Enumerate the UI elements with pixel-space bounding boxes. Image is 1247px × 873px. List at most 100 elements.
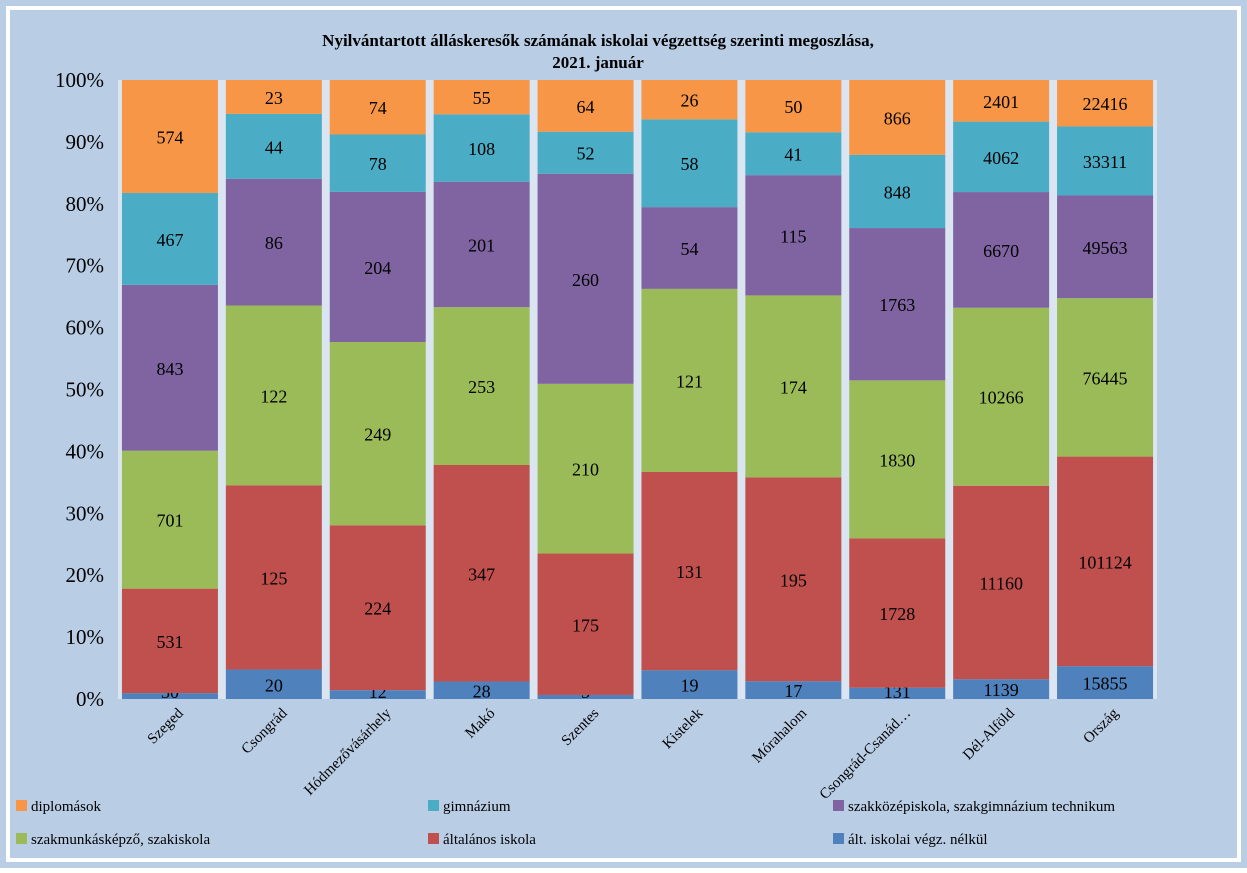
bar-altalanos-iskola <box>433 465 530 682</box>
chart-title: Nyilvántartott álláskeresők számának isk… <box>322 31 874 50</box>
bar-szakmunkaskepzo-szakiskola <box>225 305 322 486</box>
data-label: 17 <box>784 681 802 701</box>
legend-label-alt-iskolai-vegz-nelkul: ált. iskolai végz. nélkül <box>848 832 988 848</box>
data-label: 260 <box>572 270 599 290</box>
data-label: 347 <box>468 564 495 584</box>
bar-szakmunkaskepzo-szakiskola <box>745 295 842 478</box>
bar-szakkozepiskola-szakgimnazium-technikum <box>849 228 946 381</box>
bar-szakmunkaskepzo-szakiskola <box>849 380 946 539</box>
data-label: 74 <box>369 98 387 118</box>
data-label: 44 <box>265 137 283 157</box>
bar-alt-iskolai-vegz-nelkul <box>1057 666 1154 699</box>
data-label: 121 <box>676 371 703 391</box>
bar-altalanos-iskola <box>641 471 738 671</box>
bar-gimnazium <box>641 119 738 208</box>
data-label: 20 <box>265 675 283 695</box>
data-label: 26 <box>680 91 698 111</box>
bar-szakkozepiskola-szakgimnazium-technikum <box>537 173 634 384</box>
data-label: 41 <box>784 145 802 165</box>
data-label: 22416 <box>1083 94 1128 114</box>
bar-diplomasok <box>641 80 738 120</box>
data-label: 15855 <box>1083 674 1128 694</box>
data-label: 174 <box>780 377 807 397</box>
data-label: 125 <box>260 568 287 588</box>
data-label: 52 <box>577 144 595 164</box>
bar-diplomasok <box>745 80 842 133</box>
bar-alt-iskolai-vegz-nelkul <box>745 681 842 699</box>
bar-alt-iskolai-vegz-nelkul <box>849 687 946 699</box>
bar-alt-iskolai-vegz-nelkul <box>433 681 530 699</box>
data-label: 108 <box>468 139 495 159</box>
bar-gimnazium <box>225 113 322 179</box>
data-label: 574 <box>156 127 183 147</box>
bar-gimnazium <box>1057 126 1154 196</box>
bar-szakkozepiskola-szakgimnazium-technikum <box>433 181 530 308</box>
legend-label-szakkozepiskola-szakgimnazium-technikum: szakközépiskola, szakgimnázium technikum <box>848 799 1115 815</box>
data-label: 2401 <box>983 92 1019 112</box>
bar-altalanos-iskola <box>1057 456 1154 667</box>
y-tick-label: 100% <box>55 68 104 92</box>
bar-gimnazium <box>537 131 634 174</box>
bar-altalanos-iskola <box>225 485 322 670</box>
data-label: 115 <box>780 226 806 246</box>
data-label: 28 <box>473 681 491 701</box>
bar-szakmunkaskepzo-szakiskola <box>433 307 530 466</box>
y-tick-label: 80% <box>66 192 105 216</box>
bar-gimnazium <box>433 114 530 182</box>
legend-swatch-altalanos-iskola <box>428 833 439 844</box>
bar-diplomasok <box>225 80 322 114</box>
data-label: 467 <box>156 230 183 250</box>
bar-altalanos-iskola <box>953 485 1050 680</box>
y-tick-label: 10% <box>66 625 105 649</box>
bar-altalanos-iskola <box>745 477 842 682</box>
y-tick-label: 30% <box>66 501 105 525</box>
bar-szakkozepiskola-szakgimnazium-technikum <box>641 207 738 289</box>
bar-alt-iskolai-vegz-nelkul <box>121 693 218 699</box>
bar-gimnazium <box>121 192 218 285</box>
bar-diplomasok <box>1057 80 1154 127</box>
y-tick-label: 90% <box>66 130 105 154</box>
data-label: 210 <box>572 460 599 480</box>
y-tick-label: 20% <box>66 563 105 587</box>
bar-szakmunkaskepzo-szakiskola <box>537 383 634 554</box>
legend-label-gimnazium: gimnázium <box>443 799 511 815</box>
legend-swatch-szakkozepiskola-szakgimnazium-technikum <box>833 800 844 811</box>
bar-szakkozepiskola-szakgimnazium-technikum <box>329 191 426 343</box>
data-label: 86 <box>265 233 283 253</box>
data-label: 1763 <box>879 295 915 315</box>
y-tick-label: 60% <box>66 316 105 340</box>
bar-szakkozepiskola-szakgimnazium-technikum <box>745 175 842 296</box>
data-label: 64 <box>577 97 595 117</box>
data-label: 50 <box>784 97 802 117</box>
bar-szakkozepiskola-szakgimnazium-technikum <box>953 192 1050 308</box>
bar-szakkozepiskola-szakgimnazium-technikum <box>121 284 218 451</box>
legend-label-szakmunkaskepzo-szakiskola: szakmunkásképző, szakiskola <box>31 832 210 848</box>
bar-alt-iskolai-vegz-nelkul <box>641 670 738 699</box>
data-label: 249 <box>364 425 391 445</box>
data-label: 49563 <box>1083 238 1128 258</box>
legend-swatch-gimnazium <box>428 800 439 811</box>
bar-szakkozepiskola-szakgimnazium-technikum <box>1057 195 1154 299</box>
data-label: 1830 <box>879 450 915 470</box>
data-label: 4062 <box>983 148 1019 168</box>
bar-altalanos-iskola <box>121 588 218 694</box>
bar-alt-iskolai-vegz-nelkul <box>953 679 1050 699</box>
data-label: 55 <box>473 88 491 108</box>
y-tick-label: 70% <box>66 254 105 278</box>
legend-swatch-szakmunkaskepzo-szakiskola <box>16 833 27 844</box>
bar-diplomasok <box>849 80 946 155</box>
data-label: 11160 <box>979 573 1023 593</box>
data-label: 54 <box>680 239 698 259</box>
data-label: 101124 <box>1078 552 1131 572</box>
bar-alt-iskolai-vegz-nelkul <box>537 694 634 699</box>
data-label: 224 <box>364 599 391 619</box>
data-label: 10266 <box>979 388 1024 408</box>
y-tick-label: 50% <box>66 378 105 402</box>
bar-gimnazium <box>745 132 842 176</box>
data-label: 201 <box>468 235 495 255</box>
data-label: 58 <box>680 154 698 174</box>
legend-swatch-alt-iskolai-vegz-nelkul <box>833 833 844 844</box>
bar-diplomasok <box>433 80 530 115</box>
